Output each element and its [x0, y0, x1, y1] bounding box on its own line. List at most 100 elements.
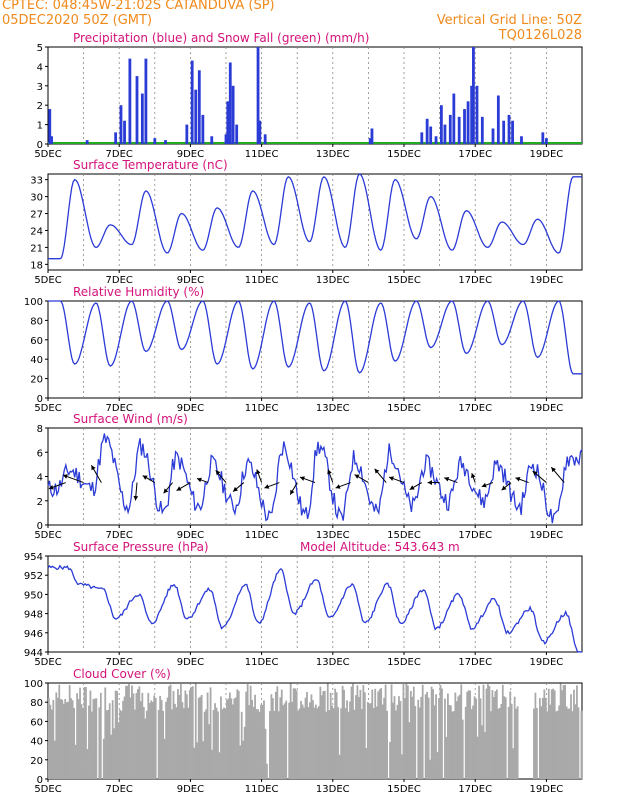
cloud-bar — [567, 708, 569, 779]
cloud-bar — [68, 685, 71, 779]
cloud-bar — [294, 688, 297, 779]
cloud-bar — [209, 687, 212, 779]
cloud-bar — [269, 711, 271, 779]
cloud-bar — [185, 694, 188, 779]
cloud-bar — [193, 747, 196, 779]
y-tick-label: 80 — [30, 698, 43, 709]
cloud-bar — [436, 752, 439, 779]
x-tick-label: 19DEC — [530, 530, 564, 541]
cloud-bar — [433, 705, 436, 779]
x-tick-label: 15DEC — [387, 784, 421, 795]
y-tick-label: 27 — [30, 210, 43, 221]
y-tick-label: 100 — [24, 297, 43, 308]
cloud-bar — [289, 683, 292, 779]
cloud-bar — [540, 706, 543, 779]
cloud-bar — [55, 692, 58, 779]
x-tick-label: 7DEC — [106, 275, 133, 286]
cloud-bar — [50, 709, 53, 779]
cloud-bar — [62, 703, 65, 779]
cloud-bar — [217, 711, 219, 779]
precip-bar — [144, 58, 148, 144]
cloud-bar — [315, 704, 317, 779]
cloud-bar — [300, 700, 302, 779]
wind-arrow-head — [133, 495, 139, 501]
cloud-bar — [312, 700, 314, 779]
cloud-bar — [503, 696, 506, 779]
cloud-bar — [352, 683, 354, 779]
cloud-bar — [80, 704, 83, 779]
cloud-bar — [274, 691, 277, 779]
series-line — [47, 433, 583, 524]
cloud-bar — [334, 688, 337, 779]
cloud-bar — [58, 684, 61, 779]
precip-bar — [439, 105, 443, 144]
cloud-bar — [449, 705, 452, 779]
cloud-bar — [319, 686, 322, 779]
precip-bar — [128, 58, 132, 144]
precip-bar — [368, 138, 372, 144]
cloud-bar — [356, 685, 359, 779]
wind-arrow-head — [427, 480, 432, 485]
cloud-bar — [343, 689, 345, 779]
x-tick-label: 7DEC — [106, 784, 133, 795]
x-tick-label: 15DEC — [387, 149, 421, 160]
cloud-bar — [359, 689, 362, 779]
x-tick-label: 5DEC — [34, 657, 61, 668]
x-tick-label: 7DEC — [106, 657, 133, 668]
y-tick-label: 20 — [30, 375, 43, 386]
cloud-bar — [541, 697, 544, 779]
wind-arrow-head — [299, 476, 305, 481]
cloud-bar — [515, 708, 518, 779]
cloud-bar — [243, 726, 246, 779]
x-tick-label: 19DEC — [530, 657, 564, 668]
cloud-bar — [570, 694, 572, 779]
y-tick-label: 954 — [24, 552, 43, 563]
cloud-bar — [546, 711, 549, 779]
cloud-bar — [182, 708, 185, 779]
cloud-bar — [178, 694, 181, 779]
wind-arrow-head — [163, 488, 169, 494]
x-tick-label: 5DEC — [34, 275, 61, 286]
cloud-bar — [368, 703, 371, 779]
cloud-bar — [363, 692, 366, 779]
cloud-bar — [369, 703, 372, 779]
panel-title: Cloud Cover (%) — [73, 667, 171, 681]
cloud-bar — [536, 707, 538, 779]
precip-bar — [226, 101, 230, 144]
x-tick-label: 5DEC — [34, 530, 61, 541]
cloud-bar — [236, 689, 239, 779]
precip-bar — [190, 60, 194, 144]
cloud-bar — [67, 701, 70, 779]
cloud-bar — [544, 697, 547, 779]
y-tick-label: 952 — [24, 571, 43, 582]
cloud-bar — [102, 738, 105, 779]
cloud-bar — [191, 686, 194, 779]
x-tick-label: 7DEC — [106, 149, 133, 160]
panel-humidity: 0 20 40 60 80 100 5DEC 7DEC 9DEC 11DEC 13DEC 15DEC 1… — [24, 285, 583, 414]
cloud-bar — [458, 694, 461, 779]
cloud-bar — [49, 704, 52, 779]
cloud-bar — [91, 711, 93, 779]
precip-bar — [135, 76, 139, 144]
x-tick-label: 19DEC — [530, 149, 564, 160]
x-tick-label: 17DEC — [458, 149, 492, 160]
cloud-bar — [297, 710, 299, 779]
cloud-bar — [218, 752, 221, 779]
cloud-bar — [234, 697, 237, 779]
cloud-bar — [366, 702, 369, 779]
cloud-bar — [358, 697, 360, 779]
wind-arrow-head — [354, 474, 360, 479]
precip-bar — [201, 114, 205, 144]
cloud-bar — [105, 710, 108, 779]
cloud-bar — [61, 699, 64, 779]
cloud-bar — [246, 683, 249, 779]
precip-bar — [119, 105, 123, 144]
cloud-bar — [104, 687, 107, 779]
precip-bar — [197, 70, 201, 144]
cloud-bar — [215, 707, 218, 779]
cloud-bar — [411, 696, 414, 779]
cloud-bar — [223, 707, 225, 779]
wind-arrow-head — [335, 484, 341, 489]
panel-pressure: 944 946 948 950 952 954 5DEC 7DEC 9DEC 11DEC 13DEC… — [24, 540, 583, 668]
